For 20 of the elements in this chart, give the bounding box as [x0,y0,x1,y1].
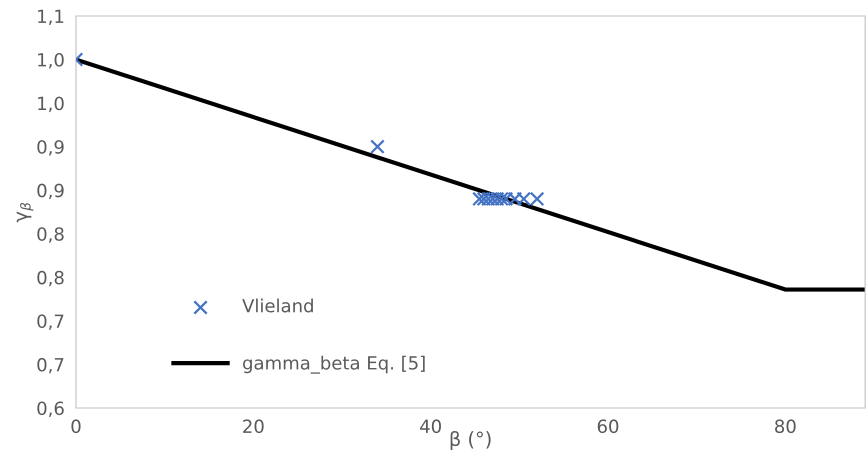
y-tick-label: 0,6 [37,401,64,417]
y-tick-label: 0,9 [37,184,64,200]
x-tick-label: 0 [71,419,81,434]
y-tick-label: 0,8 [37,270,64,286]
y-tick-label: 1,0 [38,96,64,112]
x-tick-label: 60 [598,419,618,434]
x-axis-title: β (°) [450,431,491,450]
y-tick-label: 1,0 [38,53,64,69]
y-tick-label: 0,7 [37,358,64,374]
y-tick-label: 0,9 [37,140,64,156]
x-tick-label: 40 [420,419,441,434]
legend-label: gamma_beta Eq. [5] [243,356,425,374]
y-tick-label: 0,7 [37,314,64,330]
legend-label: Vlieland [242,298,313,312]
x-tick-label: 80 [775,419,796,434]
point [370,139,385,154]
y-tick-label: 0,8 [37,227,64,243]
y-axis-title: γ$_{β}$ [16,202,34,222]
y-tick-label: 1,1 [38,10,64,25]
x-tick-label: 20 [243,419,264,434]
